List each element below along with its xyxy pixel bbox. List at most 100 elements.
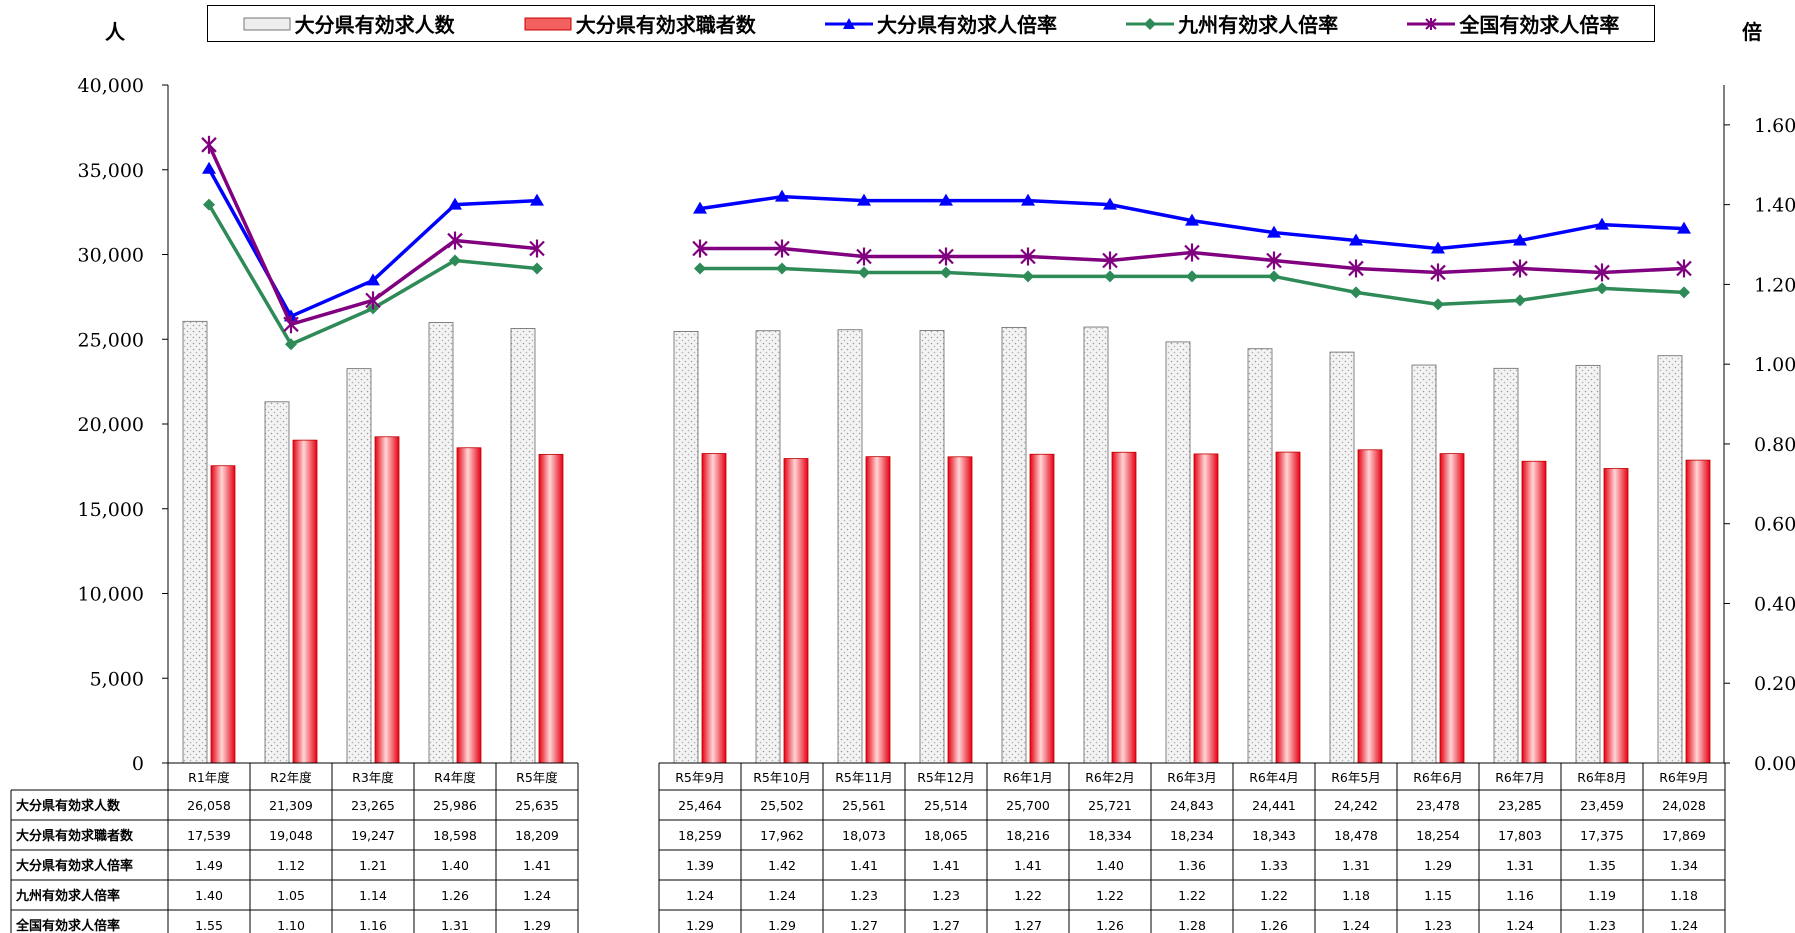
- bar-job-seekers: [1275, 451, 1301, 764]
- line-point: [1596, 282, 1608, 295]
- left-tick-label: 25,000: [78, 329, 144, 351]
- table-cell: 23,478: [1416, 798, 1460, 813]
- table-cell: 1.24: [768, 888, 796, 903]
- table-cell: 1.49: [195, 858, 223, 873]
- table-row-label: 大分県有効求職者数: [16, 828, 134, 844]
- legend-item: 大分県有効求人倍率: [824, 9, 1057, 38]
- line-point: [776, 262, 788, 275]
- table-cell: 1.18: [1342, 888, 1370, 903]
- table-cell: 1.41: [523, 858, 551, 873]
- bar-job-seekers: [374, 436, 400, 764]
- table-cell: 23,459: [1580, 798, 1624, 813]
- right-tick-label: 1.60: [1754, 115, 1795, 137]
- legend-label: 全国有効求人倍率: [1459, 13, 1620, 37]
- bar-job-seekers: [1685, 459, 1711, 764]
- line-point: [285, 338, 297, 351]
- x-tick-label: R6年9月: [1659, 770, 1709, 785]
- legend-label: 九州有効求人倍率: [1178, 13, 1339, 37]
- bar-job-seekers: [1029, 453, 1055, 764]
- line-point: [1185, 213, 1199, 226]
- table-cell: 1.35: [1588, 858, 1616, 873]
- table-row-label: 大分県有効求人数: [16, 798, 121, 814]
- left-tick-label: 20,000: [78, 414, 144, 436]
- bar-job-offers: [510, 328, 536, 764]
- table-cell: 1.36: [1178, 858, 1206, 873]
- table-cell: 24,843: [1170, 798, 1214, 813]
- bar-job-seekers: [1521, 460, 1547, 764]
- line-point: [531, 262, 543, 275]
- table-cell: 1.05: [277, 888, 305, 903]
- bar-job-seekers: [292, 439, 318, 764]
- bar-job-seekers: [1193, 453, 1219, 764]
- x-tick-label: R6年2月: [1085, 770, 1135, 785]
- table-cell: 1.24: [523, 888, 551, 903]
- table-cell: 1.40: [195, 888, 223, 903]
- right-tick-label: 0.80: [1754, 434, 1795, 456]
- table-cell: 17,539: [187, 828, 231, 843]
- table-cell: 1.28: [1178, 918, 1206, 933]
- table-cell: 25,635: [515, 798, 559, 813]
- left-tick-label: 30,000: [78, 245, 144, 267]
- line-point: [283, 315, 299, 334]
- bar-job-seekers: [1357, 449, 1383, 764]
- table-cell: 1.27: [932, 918, 960, 933]
- table-cell: 25,986: [433, 798, 477, 813]
- line-point: [203, 198, 215, 211]
- table-cell: 1.22: [1178, 888, 1206, 903]
- table-cell: 17,803: [1498, 828, 1542, 843]
- bar-job-offers: [755, 330, 781, 764]
- legend-item: 大分県有効求職者数: [524, 9, 756, 38]
- table-cell: 1.40: [441, 858, 469, 873]
- table-cell: 1.23: [850, 888, 878, 903]
- line-point: [693, 201, 707, 214]
- line-point: [938, 247, 954, 266]
- right-tick-label: 1.00: [1754, 354, 1795, 376]
- line-point: [692, 239, 708, 258]
- line-point: [1266, 251, 1282, 270]
- bar-job-seekers: [865, 456, 891, 764]
- table-cell: 1.29: [768, 918, 796, 933]
- table-cell: 18,478: [1334, 828, 1378, 843]
- line-point: [201, 135, 217, 154]
- bar-job-seekers: [701, 453, 727, 764]
- table-cell: 1.23: [932, 888, 960, 903]
- line-point: [1678, 286, 1690, 299]
- table-cell: 25,700: [1006, 798, 1050, 813]
- line-point: [529, 239, 545, 258]
- table-cell: 1.39: [686, 858, 714, 873]
- table-cell: 19,247: [351, 828, 395, 843]
- left-tick-label: 10,000: [78, 584, 144, 606]
- triangle-line-swatch-icon: [824, 17, 873, 29]
- bar-job-offers: [673, 330, 699, 764]
- table-cell: 18,334: [1088, 828, 1132, 843]
- table-cell: 18,209: [515, 828, 559, 843]
- table-cell: 1.14: [359, 888, 387, 903]
- bar-job-offers: [1329, 351, 1355, 764]
- right-tick-label: 0.60: [1754, 514, 1795, 536]
- table-cell: 1.31: [1342, 858, 1370, 873]
- table-cell: 18,216: [1006, 828, 1050, 843]
- line-point: [1677, 221, 1691, 234]
- dotted-bar-swatch-icon: [243, 17, 291, 30]
- bar-job-seekers: [210, 465, 236, 764]
- legend-item: 九州有効求人倍率: [1126, 9, 1338, 38]
- star-line-swatch-icon: [1407, 17, 1456, 30]
- right-tick-label: 1.20: [1754, 274, 1795, 296]
- x-tick-label: R6年7月: [1495, 770, 1545, 785]
- bar-job-seekers: [1439, 453, 1465, 764]
- table-cell: 1.29: [1424, 858, 1452, 873]
- table-cell: 25,464: [678, 798, 722, 813]
- table-cell: 1.40: [1096, 858, 1124, 873]
- right-tick-label: 0.40: [1754, 593, 1795, 615]
- bar-job-offers: [1247, 348, 1273, 764]
- line-point: [1267, 225, 1281, 238]
- table-cell: 1.23: [1588, 918, 1616, 933]
- left-tick-label: 35,000: [78, 160, 144, 182]
- bar-job-offers: [919, 330, 945, 764]
- table-row-label: 全国有効求人倍率: [15, 918, 120, 933]
- lines: [201, 135, 1692, 351]
- table-cell: 18,073: [842, 828, 886, 843]
- legend-label: 大分県有効求人倍率: [876, 13, 1057, 37]
- legend: 大分県有効求人数 大分県有効求職者数 大分県有効求人倍率 九州有効求人倍率: [207, 5, 1655, 42]
- bar-job-seekers: [538, 453, 564, 764]
